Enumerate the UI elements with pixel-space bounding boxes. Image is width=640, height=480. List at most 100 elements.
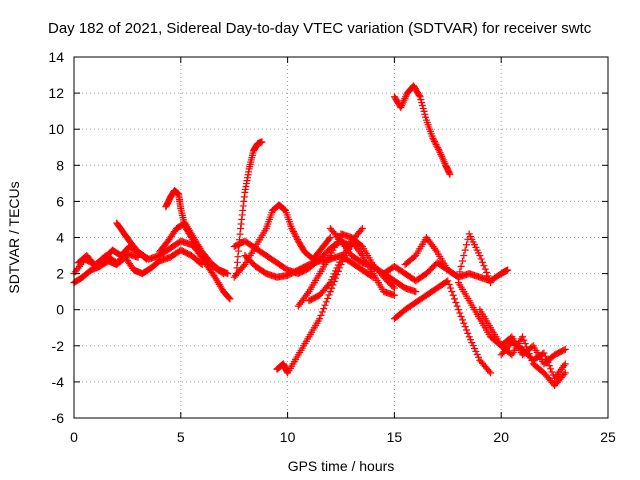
data-point bbox=[468, 339, 476, 347]
data-point bbox=[462, 241, 470, 249]
data-point bbox=[329, 273, 337, 281]
chart-title: Day 182 of 2021, Sidereal Day-to-day VTE… bbox=[48, 20, 592, 37]
data-point bbox=[460, 319, 468, 327]
data-point bbox=[548, 368, 556, 376]
data-point bbox=[325, 280, 333, 288]
data-point bbox=[326, 288, 334, 296]
x-tick-label: 25 bbox=[600, 429, 616, 445]
data-point bbox=[460, 252, 468, 260]
data-point bbox=[456, 309, 464, 317]
data-point bbox=[464, 329, 472, 337]
data-point bbox=[292, 232, 300, 240]
series-track-15 bbox=[390, 82, 454, 178]
x-tick-label: 20 bbox=[493, 429, 509, 445]
data-point bbox=[476, 252, 484, 260]
data-point bbox=[429, 134, 437, 142]
x-tick-label: 0 bbox=[70, 429, 78, 445]
data-point bbox=[418, 102, 426, 110]
data-point bbox=[523, 343, 531, 351]
y-tick-label: 2 bbox=[56, 266, 64, 282]
y-tick-label: 4 bbox=[56, 230, 64, 246]
data-point bbox=[418, 99, 426, 107]
data-point bbox=[454, 306, 462, 314]
data-point bbox=[390, 291, 398, 299]
data-point bbox=[317, 311, 325, 319]
data-point bbox=[541, 352, 549, 360]
data-point bbox=[461, 323, 469, 331]
data-point bbox=[293, 234, 301, 242]
y-axis-title: SDTVAR / TECUs bbox=[6, 181, 22, 293]
data-point bbox=[288, 224, 296, 232]
data-point bbox=[434, 145, 442, 153]
data-point bbox=[430, 136, 438, 144]
data-point bbox=[325, 291, 333, 299]
data-point bbox=[543, 355, 551, 363]
data-point bbox=[446, 284, 454, 292]
x-tick-label: 15 bbox=[387, 429, 403, 445]
series-track-21 bbox=[497, 338, 569, 382]
data-point bbox=[225, 294, 233, 302]
data-point bbox=[415, 91, 423, 99]
data-points bbox=[70, 82, 569, 390]
data-point bbox=[461, 246, 469, 254]
y-tick-label: -4 bbox=[52, 374, 65, 390]
data-point bbox=[458, 257, 466, 265]
data-point bbox=[519, 333, 527, 341]
data-point bbox=[457, 262, 465, 270]
data-point bbox=[320, 305, 328, 313]
data-point bbox=[289, 226, 297, 234]
data-point bbox=[322, 298, 330, 306]
y-tick-label: -2 bbox=[52, 338, 65, 354]
data-point bbox=[328, 284, 336, 292]
data-point bbox=[318, 308, 326, 316]
data-point bbox=[453, 272, 461, 280]
data-point bbox=[479, 258, 487, 266]
data-point bbox=[358, 224, 366, 232]
data-point bbox=[445, 280, 453, 288]
data-point bbox=[487, 279, 495, 287]
data-point bbox=[326, 234, 334, 241]
data-point bbox=[450, 295, 458, 303]
data-point bbox=[485, 275, 493, 283]
data-point bbox=[430, 137, 438, 145]
data-point bbox=[560, 370, 568, 378]
y-tick-label: -6 bbox=[52, 410, 65, 426]
axis-ticks: 0 5 10 15 20 25 -6 -4 -2 0 2 4 6 8 10 12 14 bbox=[48, 49, 616, 445]
data-point bbox=[449, 291, 457, 299]
data-point bbox=[520, 336, 528, 344]
data-point bbox=[389, 283, 397, 291]
data-point bbox=[453, 302, 461, 310]
data-point bbox=[480, 262, 488, 270]
series-track-09 bbox=[230, 201, 334, 281]
data-point bbox=[477, 255, 485, 263]
data-point bbox=[433, 142, 441, 150]
data-point bbox=[452, 298, 460, 306]
data-point bbox=[431, 139, 439, 147]
series-track-14 bbox=[326, 224, 420, 296]
y-tick-label: 8 bbox=[56, 157, 64, 173]
data-point bbox=[291, 231, 299, 239]
data-point bbox=[357, 226, 365, 234]
series-track-12 bbox=[294, 230, 398, 310]
data-point bbox=[330, 270, 338, 278]
data-point bbox=[412, 288, 420, 296]
data-point bbox=[456, 268, 464, 276]
data-point bbox=[483, 268, 491, 276]
data-point bbox=[290, 229, 298, 237]
y-tick-label: 10 bbox=[48, 121, 64, 137]
data-point bbox=[485, 367, 493, 375]
data-point bbox=[545, 362, 553, 370]
x-tick-label: 10 bbox=[280, 429, 296, 445]
y-tick-label: 12 bbox=[48, 85, 64, 101]
x-tick-label: 5 bbox=[177, 429, 185, 445]
data-point bbox=[560, 346, 568, 354]
data-point bbox=[561, 369, 569, 377]
data-point bbox=[462, 326, 470, 334]
data-point bbox=[280, 205, 288, 213]
data-point bbox=[240, 262, 248, 270]
data-point bbox=[481, 265, 489, 273]
data-point bbox=[446, 170, 454, 178]
data-point bbox=[561, 345, 569, 353]
data-point bbox=[544, 358, 552, 366]
